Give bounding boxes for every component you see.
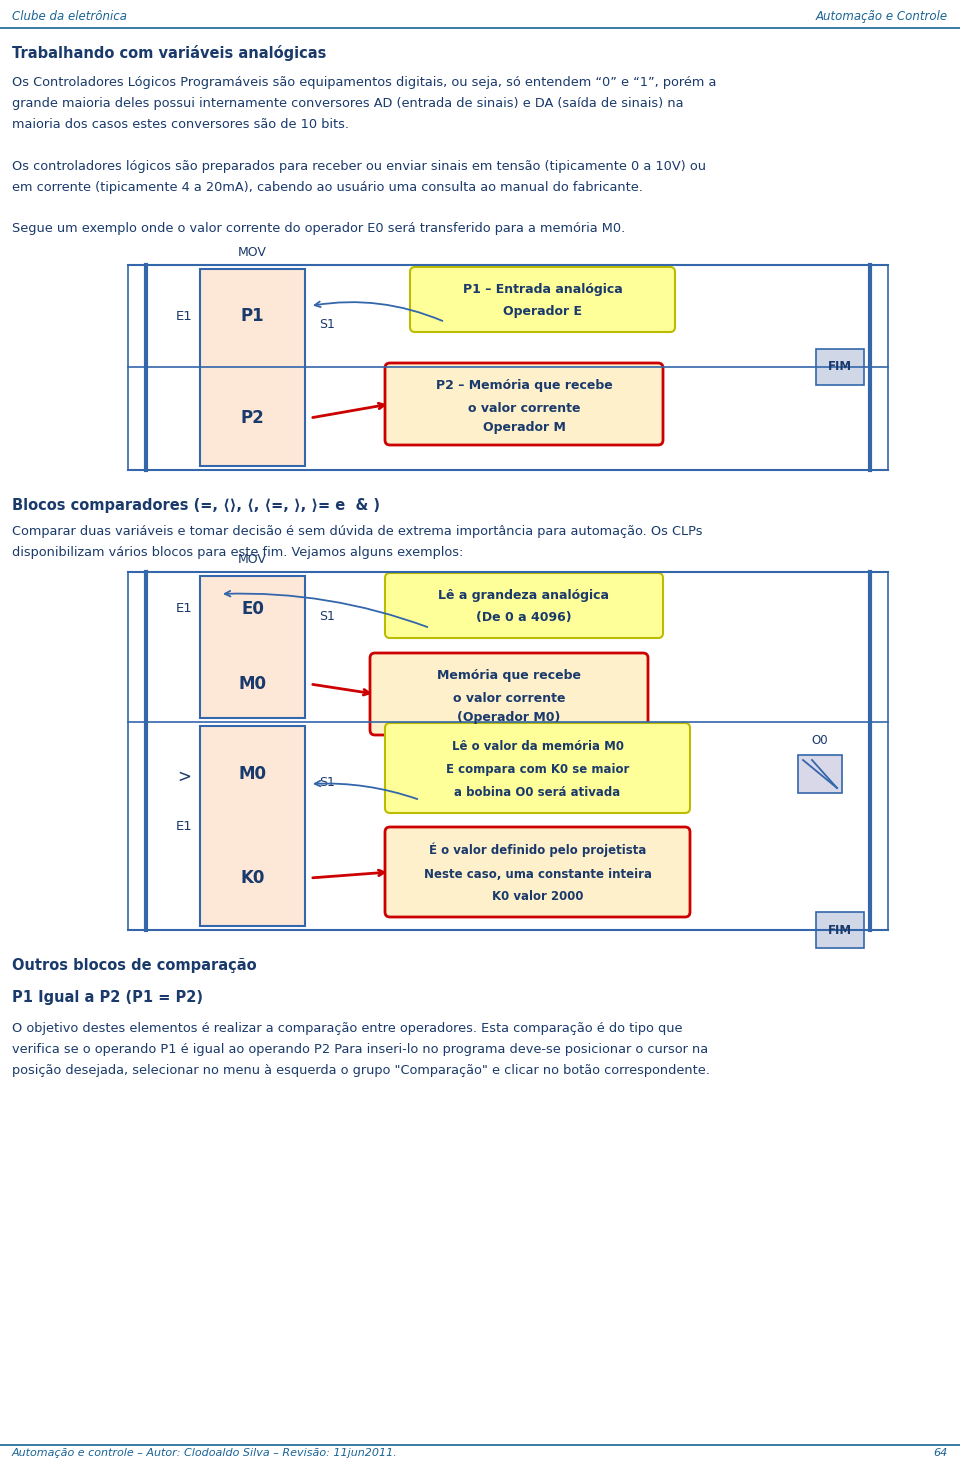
Bar: [128, 572, 888, 929]
Text: Clube da eletrônica: Clube da eletrônica: [12, 10, 127, 24]
Text: S1: S1: [319, 318, 335, 330]
Text: E1: E1: [176, 602, 192, 616]
Text: O objetivo destes elementos é realizar a comparação entre operadores. Esta compa: O objetivo destes elementos é realizar a…: [12, 1022, 683, 1036]
Text: o valor corrente: o valor corrente: [453, 691, 565, 704]
FancyBboxPatch shape: [370, 653, 648, 735]
Text: K0: K0: [240, 869, 265, 887]
Text: E1: E1: [176, 819, 192, 832]
Text: Memória que recebe: Memória que recebe: [437, 670, 581, 682]
Text: o valor corrente: o valor corrente: [468, 402, 580, 414]
Text: MOV: MOV: [238, 246, 267, 259]
Text: Operador M: Operador M: [483, 421, 565, 435]
FancyBboxPatch shape: [385, 573, 663, 638]
Text: disponibilizam vários blocos para este fim. Vejamos alguns exemplos:: disponibilizam vários blocos para este f…: [12, 546, 464, 558]
Text: Outros blocos de comparação: Outros blocos de comparação: [12, 957, 256, 974]
Bar: [128, 265, 888, 470]
Text: 64: 64: [934, 1448, 948, 1458]
Text: Lê a grandeza analógica: Lê a grandeza analógica: [439, 589, 610, 602]
Text: a bobina O0 será ativada: a bobina O0 será ativada: [454, 785, 620, 798]
FancyBboxPatch shape: [385, 826, 690, 918]
Text: Lê o valor da memória M0: Lê o valor da memória M0: [451, 739, 623, 753]
Text: Automação e Controle: Automação e Controle: [816, 10, 948, 24]
Text: K0 valor 2000: K0 valor 2000: [492, 890, 584, 903]
Bar: [200, 270, 305, 465]
Text: >: >: [177, 767, 191, 787]
Text: P2: P2: [241, 409, 264, 427]
Text: S1: S1: [319, 775, 335, 788]
Text: E1: E1: [176, 309, 192, 323]
Text: M0: M0: [238, 764, 267, 784]
Text: M0: M0: [238, 675, 267, 692]
Text: Trabalhando com variáveis analógicas: Trabalhando com variáveis analógicas: [12, 46, 326, 60]
Text: P2 – Memória que recebe: P2 – Memória que recebe: [436, 380, 612, 392]
Text: posição desejada, selecionar no menu à esquerda o grupo "Comparação" e clicar no: posição desejada, selecionar no menu à e…: [12, 1064, 709, 1077]
Text: Automação e controle – Autor: Clodoaldo Silva – Revisão: 11jun2011.: Automação e controle – Autor: Clodoaldo …: [12, 1448, 397, 1458]
Text: P1: P1: [241, 306, 264, 326]
Text: E compara com K0 se maior: E compara com K0 se maior: [445, 763, 629, 776]
Bar: [816, 912, 864, 949]
Text: em corrente (tipicamente 4 a 20mA), cabendo ao usuário uma consulta ao manual do: em corrente (tipicamente 4 a 20mA), cabe…: [12, 181, 643, 194]
Text: (De 0 a 4096): (De 0 a 4096): [476, 611, 572, 625]
Text: P1 – Entrada analógica: P1 – Entrada analógica: [463, 283, 622, 296]
Text: maioria dos casos estes conversores são de 10 bits.: maioria dos casos estes conversores são …: [12, 118, 349, 131]
Text: É o valor definido pelo projetista: É o valor definido pelo projetista: [429, 843, 646, 857]
FancyBboxPatch shape: [385, 723, 690, 813]
Text: P1 Igual a P2 (P1 = P2): P1 Igual a P2 (P1 = P2): [12, 990, 203, 1005]
FancyBboxPatch shape: [410, 267, 675, 331]
Text: Os controladores lógicos são preparados para receber ou enviar sinais em tensão : Os controladores lógicos são preparados …: [12, 161, 706, 172]
Bar: [816, 349, 864, 384]
Text: Segue um exemplo onde o valor corrente do operador E0 será transferido para a me: Segue um exemplo onde o valor corrente d…: [12, 222, 625, 236]
Text: FIM: FIM: [828, 924, 852, 937]
Text: (Operador M0): (Operador M0): [457, 711, 561, 725]
Text: FIM: FIM: [828, 361, 852, 374]
Text: O0: O0: [812, 734, 828, 747]
Text: Neste caso, uma constante inteira: Neste caso, uma constante inteira: [423, 868, 652, 881]
Bar: [200, 726, 305, 927]
Text: Operador E: Operador E: [503, 305, 582, 318]
Text: Comparar duas variáveis e tomar decisão é sem dúvida de extrema importância para: Comparar duas variáveis e tomar decisão …: [12, 524, 703, 538]
Bar: [200, 576, 305, 717]
Text: S1: S1: [319, 610, 335, 623]
Text: verifica se o operando P1 é igual ao operando P2 Para inseri-lo no programa deve: verifica se o operando P1 é igual ao ope…: [12, 1043, 708, 1056]
Text: MOV: MOV: [238, 552, 267, 566]
FancyBboxPatch shape: [385, 362, 663, 445]
Bar: [798, 756, 842, 792]
Text: Os Controladores Lógicos Programáveis são equipamentos digitais, ou seja, só ent: Os Controladores Lógicos Programáveis sã…: [12, 77, 716, 88]
Text: E0: E0: [241, 600, 264, 619]
Text: Blocos comparadores (=, ⟨⟩, ⟨, ⟨=, ⟩, ⟩= e  & ): Blocos comparadores (=, ⟨⟩, ⟨, ⟨=, ⟩, ⟩=…: [12, 498, 380, 513]
Text: grande maioria deles possui internamente conversores AD (entrada de sinais) e DA: grande maioria deles possui internamente…: [12, 97, 684, 110]
